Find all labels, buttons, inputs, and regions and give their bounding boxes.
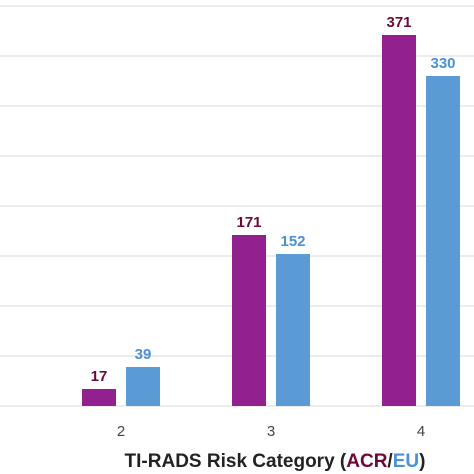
data-label-eu-3: 152	[280, 233, 305, 250]
x-axis-label-part-2: /	[387, 451, 393, 472]
data-label-eu-2: 39	[135, 346, 152, 363]
x-axis-label: TI-RADS Risk Category (ACR/EU)	[125, 451, 426, 472]
data-label-eu-4: 330	[430, 55, 455, 72]
x-tick-label-3: 3	[267, 423, 275, 440]
x-axis-label-part-1: ACR	[346, 451, 387, 472]
bar-eu-3	[276, 254, 310, 406]
x-axis-label-part-4: )	[419, 451, 425, 472]
data-label-acr-3: 171	[236, 214, 261, 231]
gridlines	[0, 5, 474, 407]
x-tick-labels: 2 3 4	[117, 423, 425, 440]
bars	[82, 35, 460, 406]
bar-acr-4	[382, 35, 416, 406]
data-label-acr-2: 17	[91, 368, 108, 385]
x-axis-label-part-0: TI-RADS Risk Category (	[125, 451, 347, 472]
x-tick-label-2: 2	[117, 423, 125, 440]
x-axis-label-part-3: EU	[393, 451, 419, 472]
data-label-acr-4: 371	[386, 14, 411, 31]
bar-acr-3	[232, 235, 266, 406]
data-labels: 17 39 171 152 371 330	[91, 14, 456, 385]
x-tick-label-4: 4	[417, 423, 425, 440]
bar-eu-2	[126, 367, 160, 406]
bar-acr-2	[82, 389, 116, 406]
bar-eu-4	[426, 76, 460, 406]
